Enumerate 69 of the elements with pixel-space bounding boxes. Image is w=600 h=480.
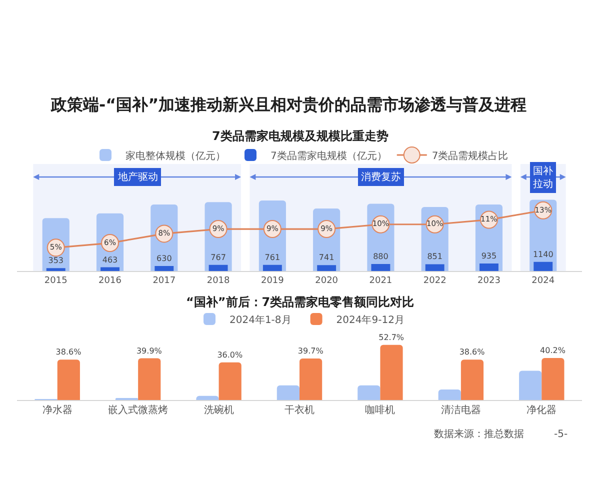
x-tick-label: 2020 <box>315 276 338 286</box>
data-label: 36.0% <box>217 350 243 360</box>
x-tick-label: 净水器 <box>42 404 72 416</box>
bar <box>276 385 300 400</box>
data-label: 935 <box>481 252 497 261</box>
x-tick-label: 净化器 <box>526 404 557 416</box>
data-label: 38.6% <box>459 348 486 357</box>
x-tick-label: 2016 <box>98 276 122 286</box>
legend-label: 家电整体规模（亿元） <box>126 150 226 162</box>
chart-title: 政策端-“国补”加速推动新兴且相对贵价的品需市场渗透与普及进程 <box>50 95 527 114</box>
x-tick-label: 2022 <box>423 276 446 286</box>
bar <box>46 268 66 271</box>
bar <box>519 370 542 400</box>
x-tick-label: 清洁电器 <box>440 404 481 416</box>
legend-label: 7类品需家电规模（亿元） <box>270 150 387 162</box>
bar <box>208 264 228 271</box>
bar <box>100 267 120 271</box>
bar <box>460 360 484 400</box>
bar <box>534 262 553 271</box>
data-label: 38.6% <box>56 348 82 357</box>
x-tick-label: 2018 <box>206 276 230 286</box>
data-label: 40.2% <box>540 346 566 355</box>
chart-title: “国补”前后：7类品需家电零售额同比对比 <box>186 295 414 309</box>
x-tick-label: 2015 <box>44 276 68 286</box>
text: -5- <box>554 429 568 440</box>
x-tick-label: 干衣机 <box>284 404 314 416</box>
bar <box>300 358 322 400</box>
data-label: 851 <box>427 252 442 262</box>
x-tick-label: 洗碗机 <box>204 404 234 416</box>
band-label: 国补拉动 <box>533 165 553 190</box>
bar <box>425 264 444 271</box>
x-tick-label: 咖啡机 <box>365 404 396 416</box>
bar <box>542 358 564 400</box>
band-label: 消费复苏 <box>361 171 401 183</box>
bar <box>317 265 336 271</box>
legend-label: 7类品需规模占比 <box>432 150 508 162</box>
x-tick-label: 嵌入式微蒸烤 <box>108 404 168 416</box>
x-tick-label: 2019 <box>260 276 284 286</box>
data-label: 761 <box>264 252 280 262</box>
bar <box>438 390 461 400</box>
data-label: 353 <box>48 256 64 266</box>
bar <box>380 344 403 400</box>
x-tick-label: 2017 <box>152 276 176 286</box>
x-tick-label: 2024 <box>532 276 555 286</box>
bar <box>262 264 282 271</box>
data-label: 767 <box>210 252 226 262</box>
data-label: 630 <box>156 254 172 263</box>
band-label: 地产驱动 <box>117 171 158 183</box>
data-label: 39.7% <box>298 346 324 356</box>
bar <box>358 385 380 400</box>
data-label: 463 <box>102 255 118 264</box>
data-label: 1140 <box>532 250 554 259</box>
bar <box>138 358 161 400</box>
bar <box>57 360 80 400</box>
bar <box>196 396 219 400</box>
data-label: 880 <box>373 252 388 261</box>
data-label: 741 <box>318 253 334 262</box>
legend-label: 2024年9-12月 <box>336 314 404 326</box>
x-tick-label: 2021 <box>369 276 392 286</box>
data-label: 52.7% <box>378 332 404 342</box>
data-label: 39.9% <box>136 346 162 356</box>
source-note: 数据来源：推总数据 <box>434 428 524 440</box>
legend-label: 2024年1-8月 <box>230 314 292 326</box>
chart-subtitle: 7类品需家电规模及规模比重走势 <box>212 129 388 143</box>
bar <box>480 264 498 271</box>
bar <box>154 266 174 271</box>
x-tick-label: 2023 <box>478 276 500 286</box>
bar <box>218 362 242 400</box>
bar <box>371 264 390 271</box>
